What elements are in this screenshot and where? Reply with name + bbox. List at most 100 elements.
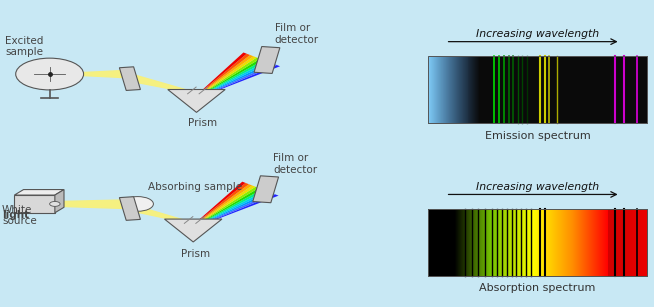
Bar — [592, 208, 593, 276]
Bar — [466, 208, 467, 276]
Bar — [441, 56, 442, 123]
Bar — [490, 208, 492, 276]
Bar — [574, 208, 576, 276]
Polygon shape — [84, 70, 126, 78]
Bar — [464, 56, 466, 123]
Bar — [559, 208, 560, 276]
Polygon shape — [196, 55, 253, 96]
Bar — [479, 56, 480, 123]
Bar — [431, 56, 432, 123]
Text: Increasing wavelength: Increasing wavelength — [476, 29, 599, 39]
Bar — [498, 208, 499, 276]
Bar — [521, 208, 522, 276]
Text: White: White — [2, 205, 33, 215]
Polygon shape — [198, 61, 270, 97]
Polygon shape — [197, 56, 257, 96]
Bar — [640, 208, 641, 276]
Bar — [506, 208, 507, 276]
Bar — [523, 208, 524, 276]
Bar — [617, 208, 618, 276]
Bar — [519, 208, 521, 276]
Bar — [502, 208, 503, 276]
Polygon shape — [198, 60, 267, 97]
Bar — [629, 208, 630, 276]
Bar — [607, 208, 608, 276]
Bar — [428, 208, 647, 276]
Bar — [460, 208, 461, 276]
Polygon shape — [14, 189, 64, 195]
Bar — [489, 208, 490, 276]
Bar — [430, 208, 431, 276]
Bar — [626, 208, 627, 276]
Bar — [462, 208, 463, 276]
Bar — [445, 208, 446, 276]
Bar — [482, 56, 483, 123]
Bar — [459, 208, 460, 276]
Bar — [451, 208, 452, 276]
Bar — [433, 56, 434, 123]
Bar — [515, 208, 517, 276]
Bar — [637, 208, 638, 276]
Bar — [551, 208, 553, 276]
Bar — [578, 208, 579, 276]
Bar — [545, 208, 546, 276]
Text: Prism: Prism — [188, 119, 218, 128]
Bar — [608, 208, 609, 276]
Text: light: light — [2, 210, 29, 220]
Bar — [444, 56, 445, 123]
Bar — [580, 208, 581, 276]
Bar — [440, 208, 441, 276]
Bar — [484, 56, 485, 123]
Bar — [563, 208, 564, 276]
Bar — [526, 208, 528, 276]
Text: Increasing wavelength: Increasing wavelength — [476, 182, 599, 192]
Bar — [432, 208, 433, 276]
Bar — [522, 208, 523, 276]
Bar — [627, 208, 628, 276]
Bar — [564, 208, 565, 276]
Bar — [532, 208, 534, 276]
Bar — [457, 208, 458, 276]
Text: Absorption spectrum: Absorption spectrum — [479, 283, 596, 293]
Bar — [428, 208, 429, 276]
Bar — [481, 208, 482, 276]
Bar — [458, 208, 459, 276]
Bar — [494, 208, 496, 276]
Polygon shape — [199, 64, 277, 97]
Bar — [638, 208, 639, 276]
Bar — [487, 208, 488, 276]
Bar — [428, 56, 647, 123]
Bar — [544, 208, 545, 276]
Bar — [571, 208, 572, 276]
Bar — [439, 208, 440, 276]
Bar — [528, 208, 530, 276]
Bar — [476, 208, 477, 276]
Bar — [543, 208, 544, 276]
Bar — [470, 208, 471, 276]
Bar — [585, 208, 586, 276]
Bar — [468, 208, 469, 276]
Bar — [641, 208, 642, 276]
Bar — [586, 208, 587, 276]
Bar — [455, 208, 456, 276]
Polygon shape — [135, 75, 188, 92]
Bar — [614, 208, 615, 276]
Bar — [475, 208, 476, 276]
Bar — [620, 208, 621, 276]
Bar — [486, 208, 487, 276]
Bar — [609, 208, 610, 276]
Polygon shape — [196, 54, 250, 96]
Bar — [463, 208, 464, 276]
Bar — [481, 56, 482, 123]
Bar — [483, 56, 484, 123]
Bar — [454, 56, 455, 123]
Bar — [483, 208, 484, 276]
Bar — [553, 208, 555, 276]
Bar — [582, 208, 583, 276]
Polygon shape — [120, 67, 141, 91]
Polygon shape — [198, 57, 260, 97]
Bar — [456, 56, 458, 123]
Bar — [440, 56, 441, 123]
Bar — [470, 56, 472, 123]
Bar — [538, 208, 540, 276]
